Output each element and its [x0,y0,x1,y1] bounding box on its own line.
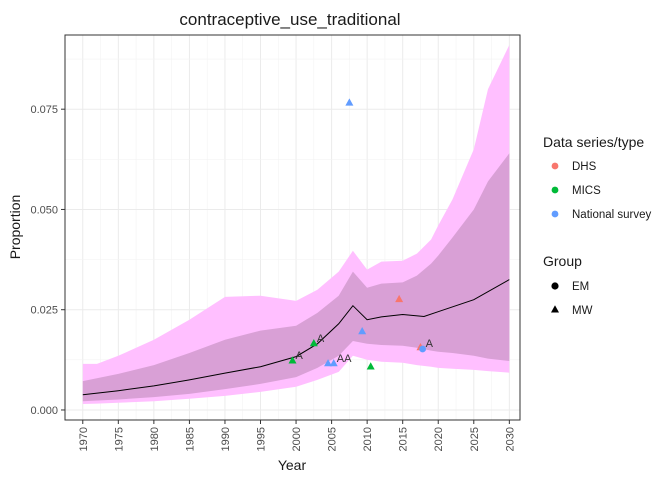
point-label: A [426,338,434,350]
legend-label: MW [572,305,593,317]
legend-label: MICS [572,185,601,197]
y-tick-label: 0.000 [30,405,58,417]
x-tick-label: 2030 [504,427,516,451]
point-national-survey-mw [324,359,333,367]
median-line-group [82,279,510,396]
inner-uncertainty-band [82,153,510,402]
point-mics-mw [309,339,318,347]
x-tick-label: 2005 [327,427,339,451]
x-axis: 1970 1975 1980 1985 1990 1995 2000 2005 2010 2015… [78,420,516,451]
legend-key-mw [551,305,559,313]
legend: Data series/type Group DHS MICS National s… [543,134,652,317]
point-label: AA [337,353,352,365]
point-national-survey-em [419,345,427,353]
median-line [82,279,510,396]
y-tick-label: 0.050 [30,204,58,216]
legend-key-dhs [551,162,559,170]
y-axis: 0.000 0.025 0.050 0.075 [30,104,65,417]
x-tick-label: 1975 [113,427,125,451]
point-label: A [296,350,304,362]
y-axis-title: Proportion [7,195,23,260]
panel-border [64,34,521,421]
legend-label: DHS [572,161,597,173]
x-tick-label: 2020 [433,427,445,451]
x-tick-label: 2025 [469,427,481,451]
x-tick-label: 2015 [398,427,410,451]
point-dhs-mw [395,294,404,303]
legend-series-items: DHS MICS National survey [551,161,652,221]
point-national-survey-mw [329,359,338,367]
legend-label: National survey [572,209,652,221]
x-tick-label: 2010 [362,427,374,451]
point-mics-mw [366,362,375,370]
legend-key-mics [551,186,559,194]
x-tick-label: 1985 [184,427,196,451]
y-tick-label: 0.025 [30,305,58,317]
point-label: A [317,333,325,345]
x-axis-title: Year [278,457,307,473]
point-national-survey-mw [358,327,367,335]
legend-series-title: Data series/type [543,134,644,150]
chart-title: contraceptive_use_traditional [179,10,400,29]
x-tick-label: 1990 [220,427,232,451]
y-tick-label: 0.075 [30,104,58,116]
x-tick-label: 1970 [78,427,90,451]
x-tick-label: 2000 [291,427,303,451]
legend-key-national-survey [551,210,559,218]
legend-group-items: EM MW [551,281,593,317]
point-national-survey-mw [345,98,354,106]
x-tick-label: 1980 [149,427,161,451]
legend-group-title: Group [543,253,582,269]
legend-key-em [551,282,559,290]
x-tick-label: 1995 [256,427,268,451]
legend-label: EM [572,281,589,293]
point-mics-mw [288,356,297,364]
